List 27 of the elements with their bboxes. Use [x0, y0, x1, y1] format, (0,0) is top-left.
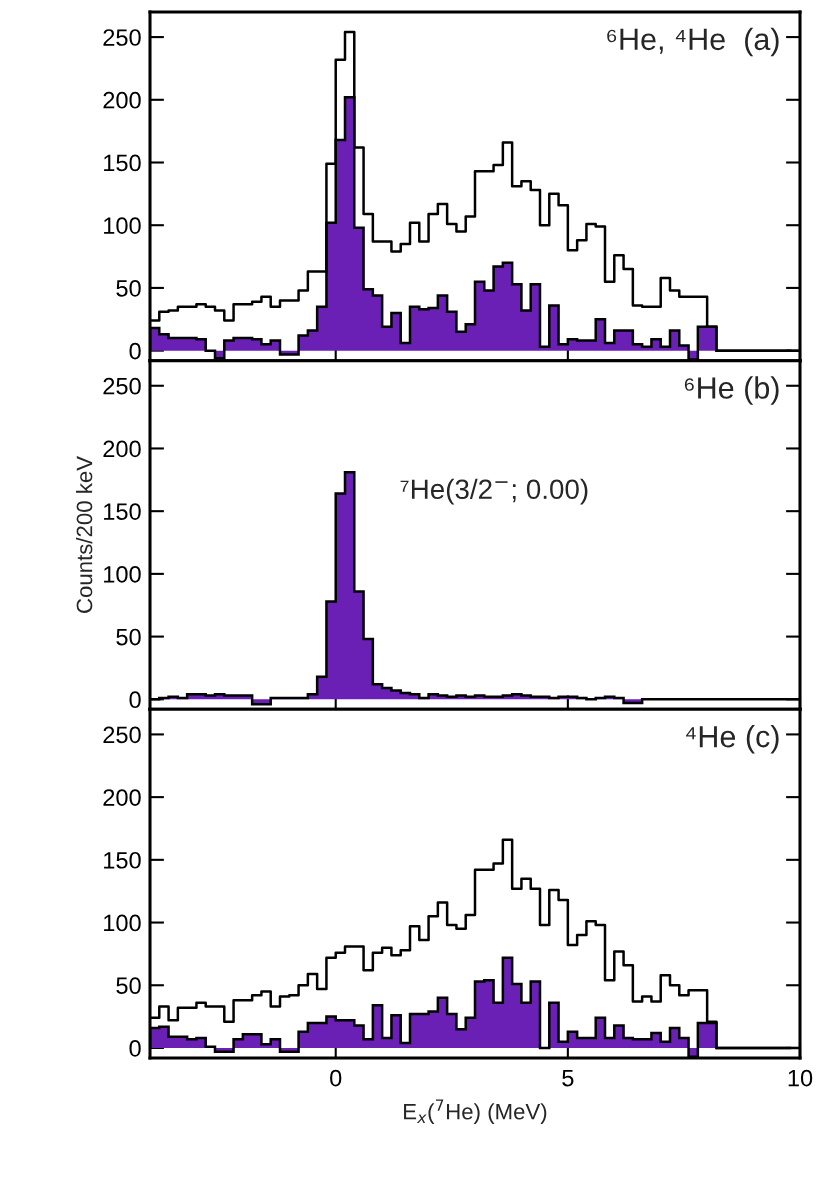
y-tick-label: 0	[129, 1040, 141, 1057]
annotation: ⁴He (c)	[686, 725, 779, 754]
y-tick-label: 250	[103, 377, 141, 395]
y-tick-label: 200	[103, 91, 141, 109]
annotation: ⁶He, ⁴He (a)	[607, 27, 779, 57]
y-axis-title: Counts/200 keV	[76, 456, 93, 613]
y-tick-label: 200	[103, 789, 141, 806]
y-tick-label: 250	[103, 726, 141, 744]
y-tick-label: 150	[104, 154, 141, 172]
x-tick-label: 0	[330, 1069, 342, 1087]
annotation: ⁶He (b)	[684, 376, 779, 405]
x-tick-label: 10	[788, 1069, 813, 1087]
x-axis-title: E$_{x}$($^{7}$He) (MeV)	[404, 1099, 547, 1124]
y-tick-label: 50	[116, 628, 141, 646]
y-tick-label: 100	[104, 914, 141, 932]
x-tick-label: 5	[562, 1069, 574, 1087]
y-tick-label: 50	[116, 977, 141, 995]
y-tick-label: 50	[116, 279, 141, 297]
y-tick-label: 250	[103, 29, 141, 46]
y-tick-label: 0	[129, 691, 141, 709]
annotation: ⁷He(3/2$^{−}$; 0.00)	[400, 478, 588, 505]
y-tick-label: 150	[104, 851, 141, 869]
y-tick-label: 0	[129, 342, 141, 360]
y-tick-label: 100	[104, 217, 141, 234]
y-tick-label: 100	[104, 565, 141, 583]
y-tick-label: 200	[103, 440, 141, 458]
y-tick-label: 150	[104, 503, 141, 520]
